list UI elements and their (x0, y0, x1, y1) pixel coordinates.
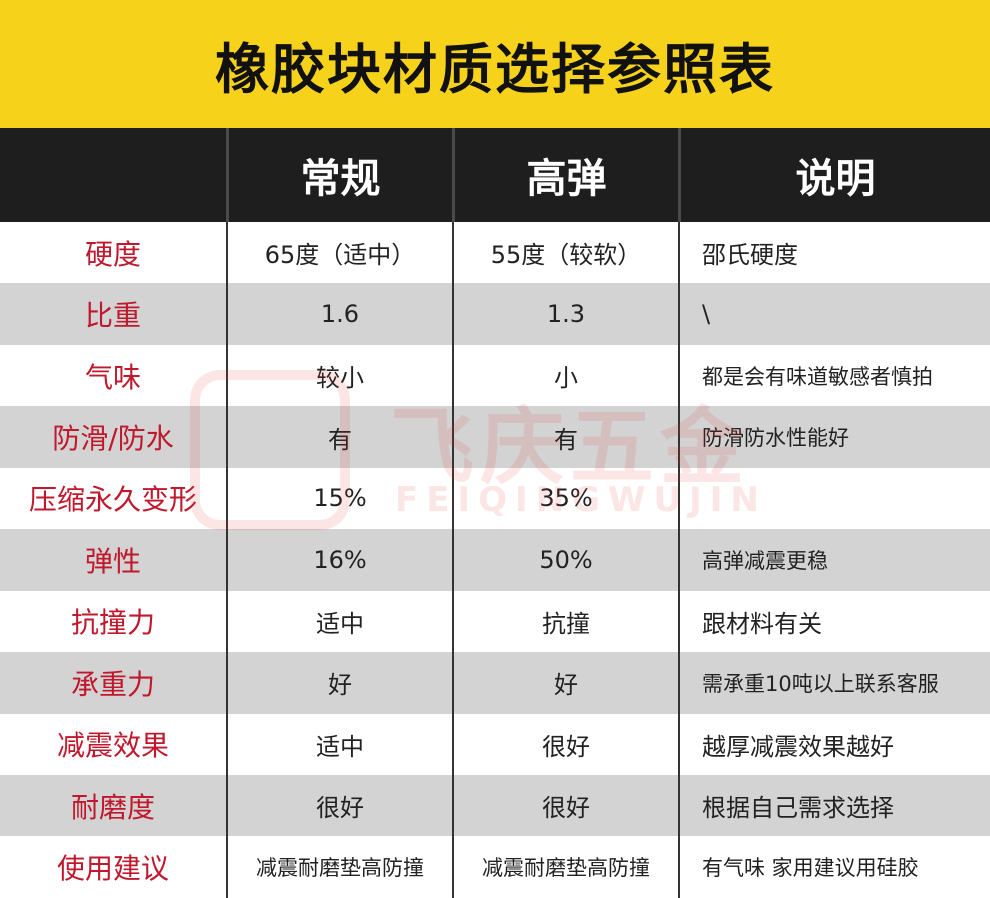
cell-regular: 有 (226, 406, 452, 468)
cell-regular: 16% (226, 529, 452, 591)
row-label: 减震效果 (56, 729, 169, 763)
table-row: 气味 较小 小 都是会有味道敏感者慎拍 (0, 344, 990, 407)
cell-note: 有气味 家用建议用硅胶 (678, 836, 990, 898)
row-label: 承重力 (70, 667, 155, 701)
cell-high: 50% (452, 529, 678, 591)
row-label: 抗撞力 (70, 606, 155, 640)
cell-regular: 较小 (226, 344, 452, 407)
table-row: 防滑/防水 有 有 防滑防水性能好 (0, 406, 990, 468)
header-empty (0, 128, 226, 222)
row-label: 耐磨度 (70, 790, 155, 824)
cell-note: 防滑防水性能好 (678, 406, 990, 468)
row-label: 压缩永久变形 (28, 483, 197, 517)
cell-note: 高弹减震更稳 (678, 529, 990, 591)
cell-high: 好 (452, 652, 678, 714)
table-row: 抗撞力 适中 抗撞 跟材料有关 (0, 590, 990, 653)
cell-note: 需承重10吨以上联系客服 (678, 652, 990, 714)
cell-note: 根据自己需求选择 (678, 774, 990, 837)
table-header: 常规 高弹 说明 (0, 128, 990, 222)
cell-regular: 65度（适中） (226, 222, 452, 284)
row-label: 比重 (84, 299, 141, 333)
table-row: 压缩永久变形 15% 35% (0, 467, 990, 530)
cell-note: 跟材料有关 (678, 590, 990, 653)
row-label: 硬度 (84, 237, 141, 271)
header-high-elastic: 高弹 (452, 128, 678, 222)
cell-regular: 适中 (226, 590, 452, 653)
header-regular: 常规 (226, 128, 452, 222)
table-row: 耐磨度 很好 很好 根据自己需求选择 (0, 774, 990, 837)
cell-high: 很好 (452, 774, 678, 837)
header-note: 说明 (678, 128, 990, 222)
cell-note (678, 467, 990, 530)
table-body: 硬度 65度（适中） 55度（较软） 邵氏硬度 比重 1.6 1.3 \ 气味 … (0, 222, 990, 898)
cell-regular: 好 (226, 652, 452, 714)
cell-high: 1.3 (452, 283, 678, 345)
cell-high: 很好 (452, 713, 678, 775)
table-row: 使用建议 减震耐磨垫高防撞 减震耐磨垫高防撞 有气味 家用建议用硅胶 (0, 836, 990, 898)
row-label: 使用建议 (56, 852, 169, 886)
cell-high: 55度（较软） (452, 222, 678, 284)
cell-note: \ (678, 283, 990, 345)
row-label: 弹性 (84, 544, 141, 578)
cell-note: 越厚减震效果越好 (678, 713, 990, 775)
title-banner: 橡胶块材质选择参照表 (0, 0, 990, 128)
row-label: 气味 (84, 360, 141, 394)
table-row: 硬度 65度（适中） 55度（较软） 邵氏硬度 (0, 222, 990, 284)
cell-regular: 1.6 (226, 283, 452, 345)
cell-high: 35% (452, 467, 678, 530)
table-row: 弹性 16% 50% 高弹减震更稳 (0, 529, 990, 591)
cell-note: 邵氏硬度 (678, 222, 990, 284)
cell-high: 有 (452, 406, 678, 468)
cell-note: 都是会有味道敏感者慎拍 (678, 344, 990, 407)
cell-high: 抗撞 (452, 590, 678, 653)
cell-high: 减震耐磨垫高防撞 (452, 836, 678, 898)
cell-regular: 15% (226, 467, 452, 530)
page-title: 橡胶块材质选择参照表 (215, 37, 775, 101)
table-row: 比重 1.6 1.3 \ (0, 283, 990, 345)
cell-high: 小 (452, 344, 678, 407)
cell-regular: 减震耐磨垫高防撞 (226, 836, 452, 898)
cell-regular: 很好 (226, 774, 452, 837)
cell-regular: 适中 (226, 713, 452, 775)
table-row: 减震效果 适中 很好 越厚减震效果越好 (0, 713, 990, 775)
row-label: 防滑/防水 (52, 422, 174, 456)
table-row: 承重力 好 好 需承重10吨以上联系客服 (0, 652, 990, 714)
